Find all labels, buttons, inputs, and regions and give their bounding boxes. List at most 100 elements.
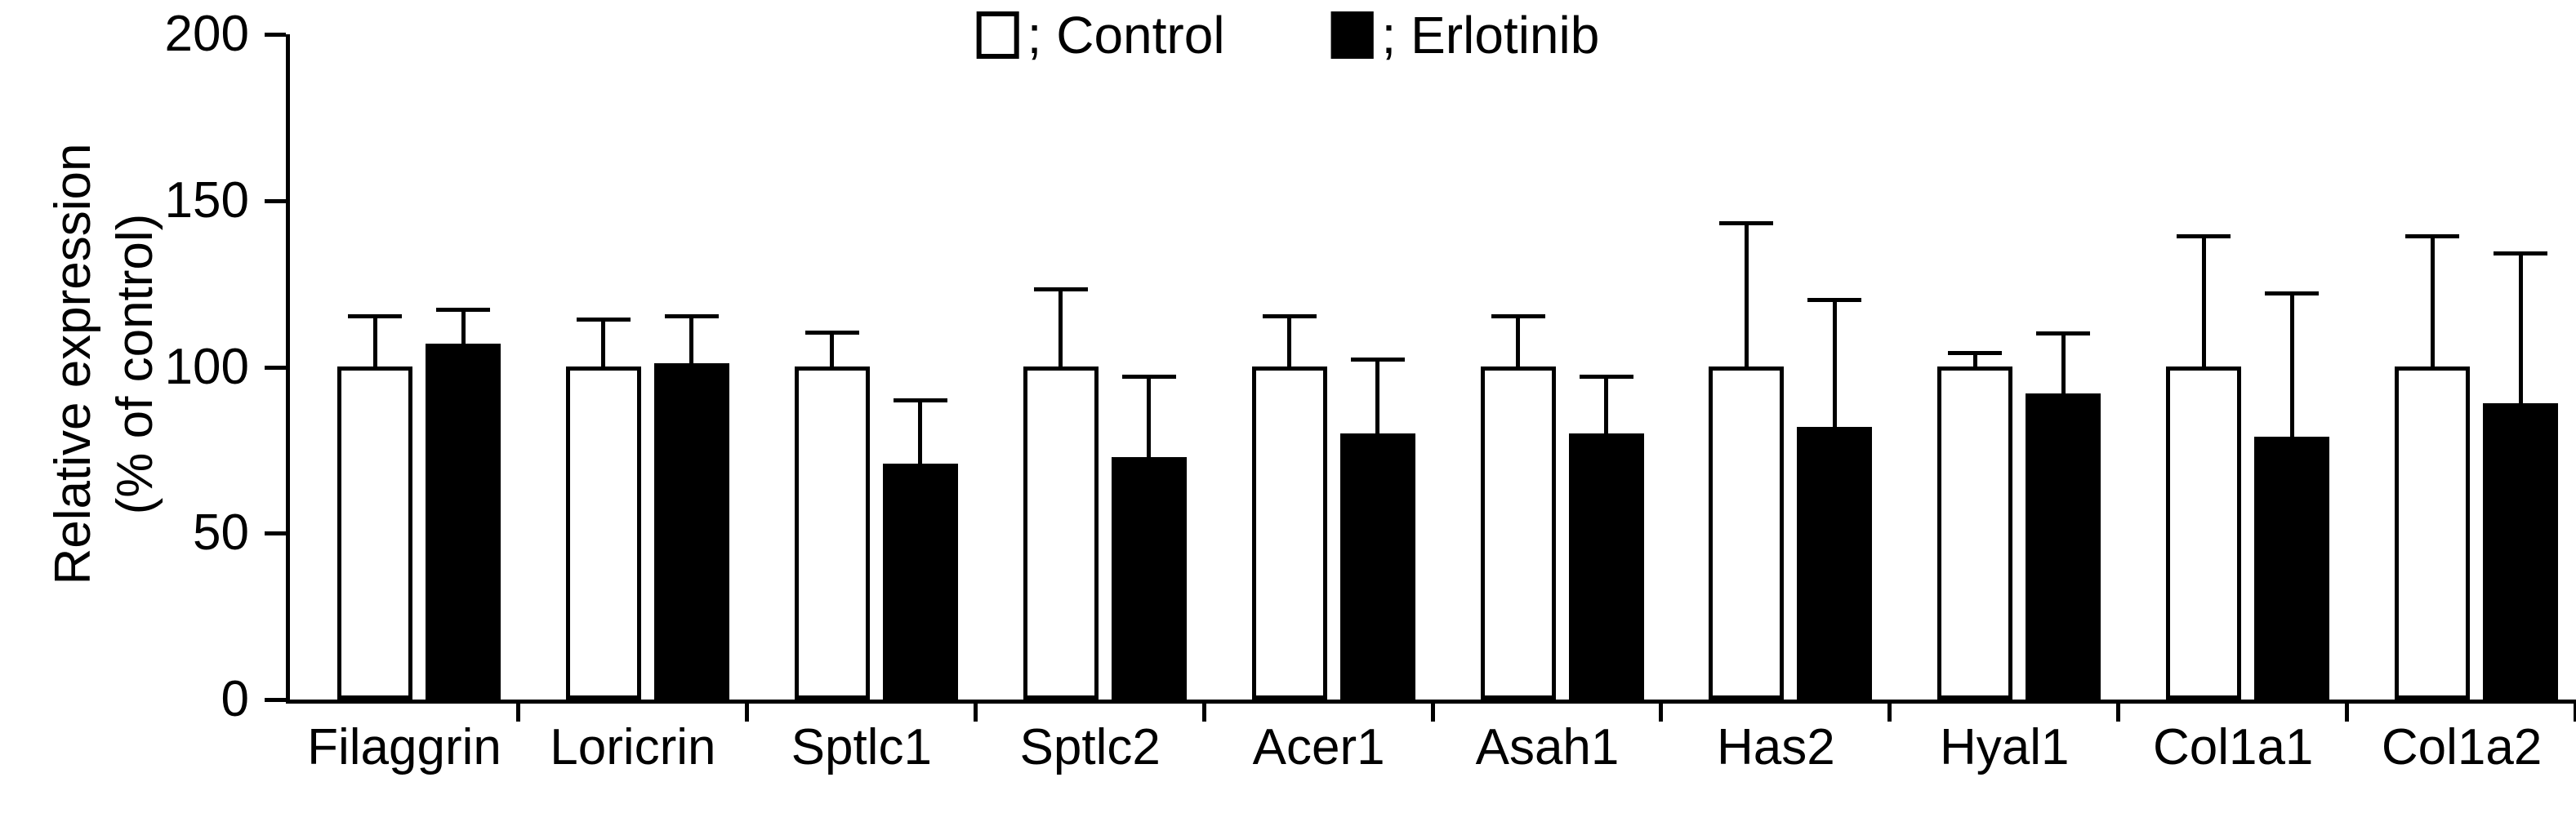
error-bar-erlotinib-col1a2 <box>2494 251 2548 405</box>
erlotinib-bar-filaggrin <box>426 344 501 700</box>
category-label: Col1a1 <box>2152 719 2314 775</box>
y-tick-label: 50 <box>193 504 249 562</box>
erlotinib-bar-acer1 <box>1339 433 1415 700</box>
control-bar-has2 <box>1709 367 1785 700</box>
y-tick-label: 100 <box>164 338 249 395</box>
error-bar-control-col1a2 <box>2405 234 2460 368</box>
y-tick-label: 200 <box>164 6 249 62</box>
error-bar-control-sptlc1 <box>804 331 859 368</box>
error-bar-stem <box>2518 255 2523 405</box>
error-bar-erlotinib-sptlc1 <box>893 398 947 465</box>
error-bar-erlotinib-has2 <box>1807 298 1862 429</box>
error-bar-cap <box>576 318 631 322</box>
x-axis-tick <box>2574 704 2576 722</box>
erlotinib-bar-has2 <box>1797 427 1873 700</box>
error-bar-stem <box>830 335 835 368</box>
error-bar-cap <box>1350 358 1405 362</box>
error-bar-cap <box>1948 351 2003 355</box>
error-bar-cap <box>1807 298 1862 302</box>
x-axis-tick <box>1201 704 1206 722</box>
error-bar-stem <box>461 312 466 345</box>
y-tick-label: 0 <box>221 671 249 727</box>
y-axis-tick <box>265 698 286 702</box>
y-tick-label: 150 <box>164 171 249 229</box>
error-bar-cap <box>893 398 947 402</box>
y-axis-tick <box>265 33 286 37</box>
control-swatch-icon <box>976 11 1019 59</box>
error-bar-control-hyal1 <box>1948 351 2003 368</box>
error-bar-stem <box>1744 225 1749 368</box>
y-axis-title-line1: Relative expression <box>45 143 101 585</box>
error-bar-control-has2 <box>1719 221 1774 368</box>
erlotinib-bar-sptlc2 <box>1111 457 1187 700</box>
x-axis-tick <box>515 704 520 722</box>
erlotinib-bar-hyal1 <box>2026 393 2101 700</box>
error-bar-stem <box>2289 295 2294 438</box>
control-bar-hyal1 <box>1937 367 2013 700</box>
error-bar-stem <box>2061 335 2066 395</box>
legend-control-label: ; Control <box>1027 6 1225 64</box>
erlotinib-bar-col1a1 <box>2254 437 2330 700</box>
y-axis-tick <box>265 198 286 203</box>
error-bar-cap <box>1579 375 1633 379</box>
category-label: Sptlc1 <box>791 719 932 775</box>
error-bar-cap <box>436 308 490 312</box>
x-axis-tick <box>744 704 749 722</box>
category-label: Has2 <box>1717 719 1835 775</box>
error-bar-erlotinib-hyal1 <box>2036 331 2091 395</box>
error-bar-stem <box>1516 318 1520 368</box>
control-bar-filaggrin <box>337 367 412 700</box>
erlotinib-bar-asah1 <box>1568 433 1644 700</box>
legend: ; Control ; Erlotinib <box>976 5 1600 65</box>
erlotinib-swatch-icon <box>1330 11 1374 59</box>
error-bar-cap <box>1033 287 1088 291</box>
y-axis-tick <box>265 531 286 536</box>
error-bar-cap <box>2265 291 2320 295</box>
error-bar-control-sptlc2 <box>1033 287 1088 368</box>
error-bar-control-asah1 <box>1491 314 1545 368</box>
error-bar-erlotinib-asah1 <box>1579 375 1633 435</box>
error-bar-cap <box>348 314 402 318</box>
error-bar-cap <box>1121 375 1176 379</box>
plot-area: 0 50 100 150 200 Filaggrin Loricrin Sptlc1 Sptlc… <box>165 8 2576 775</box>
control-bar-loricrin <box>565 367 641 700</box>
category-label: Hyal1 <box>1940 719 2070 775</box>
x-axis-tick <box>2116 704 2121 722</box>
error-bar-cap <box>2036 331 2091 335</box>
erlotinib-bar-col1a2 <box>2483 403 2559 700</box>
error-bar-erlotinib-acer1 <box>1350 358 1405 435</box>
error-bar-stem <box>1287 318 1292 368</box>
error-bar-control-col1a1 <box>2177 234 2231 368</box>
error-bar-stem <box>1972 355 1977 368</box>
category-label: Acer1 <box>1252 719 1385 775</box>
error-bar-stem <box>1832 302 1837 429</box>
error-bar-stem <box>2201 238 2206 368</box>
error-bar-stem <box>918 402 923 465</box>
control-bar-asah1 <box>1480 367 1556 700</box>
error-bar-cap <box>1262 314 1317 318</box>
x-axis-tick <box>2345 704 2350 722</box>
error-bar-control-loricrin <box>576 318 631 368</box>
y-axis-tick <box>265 365 286 370</box>
control-bar-acer1 <box>1251 367 1327 700</box>
error-bar-control-filaggrin <box>348 314 402 368</box>
x-axis-tick <box>973 704 978 722</box>
error-bar-erlotinib-sptlc2 <box>1121 375 1176 459</box>
control-bar-sptlc1 <box>794 367 870 700</box>
x-axis-tick <box>1887 704 1892 722</box>
error-bar-stem <box>2430 238 2435 368</box>
legend-item-erlotinib: ; Erlotinib <box>1330 5 1600 65</box>
error-bar-cap <box>664 314 719 318</box>
error-bar-cap <box>2405 234 2460 238</box>
erlotinib-bar-sptlc1 <box>882 464 958 700</box>
error-bar-cap <box>804 331 859 335</box>
error-bar-stem <box>601 322 606 368</box>
category-label: Col1a2 <box>2381 719 2543 775</box>
error-bar-cap <box>2494 251 2548 255</box>
category-label: Asah1 <box>1475 719 1620 775</box>
legend-erlotinib-label: ; Erlotinib <box>1381 6 1600 64</box>
control-bar-col1a1 <box>2166 367 2242 700</box>
control-bar-col1a2 <box>2395 367 2471 700</box>
category-label: Sptlc2 <box>1019 719 1161 775</box>
